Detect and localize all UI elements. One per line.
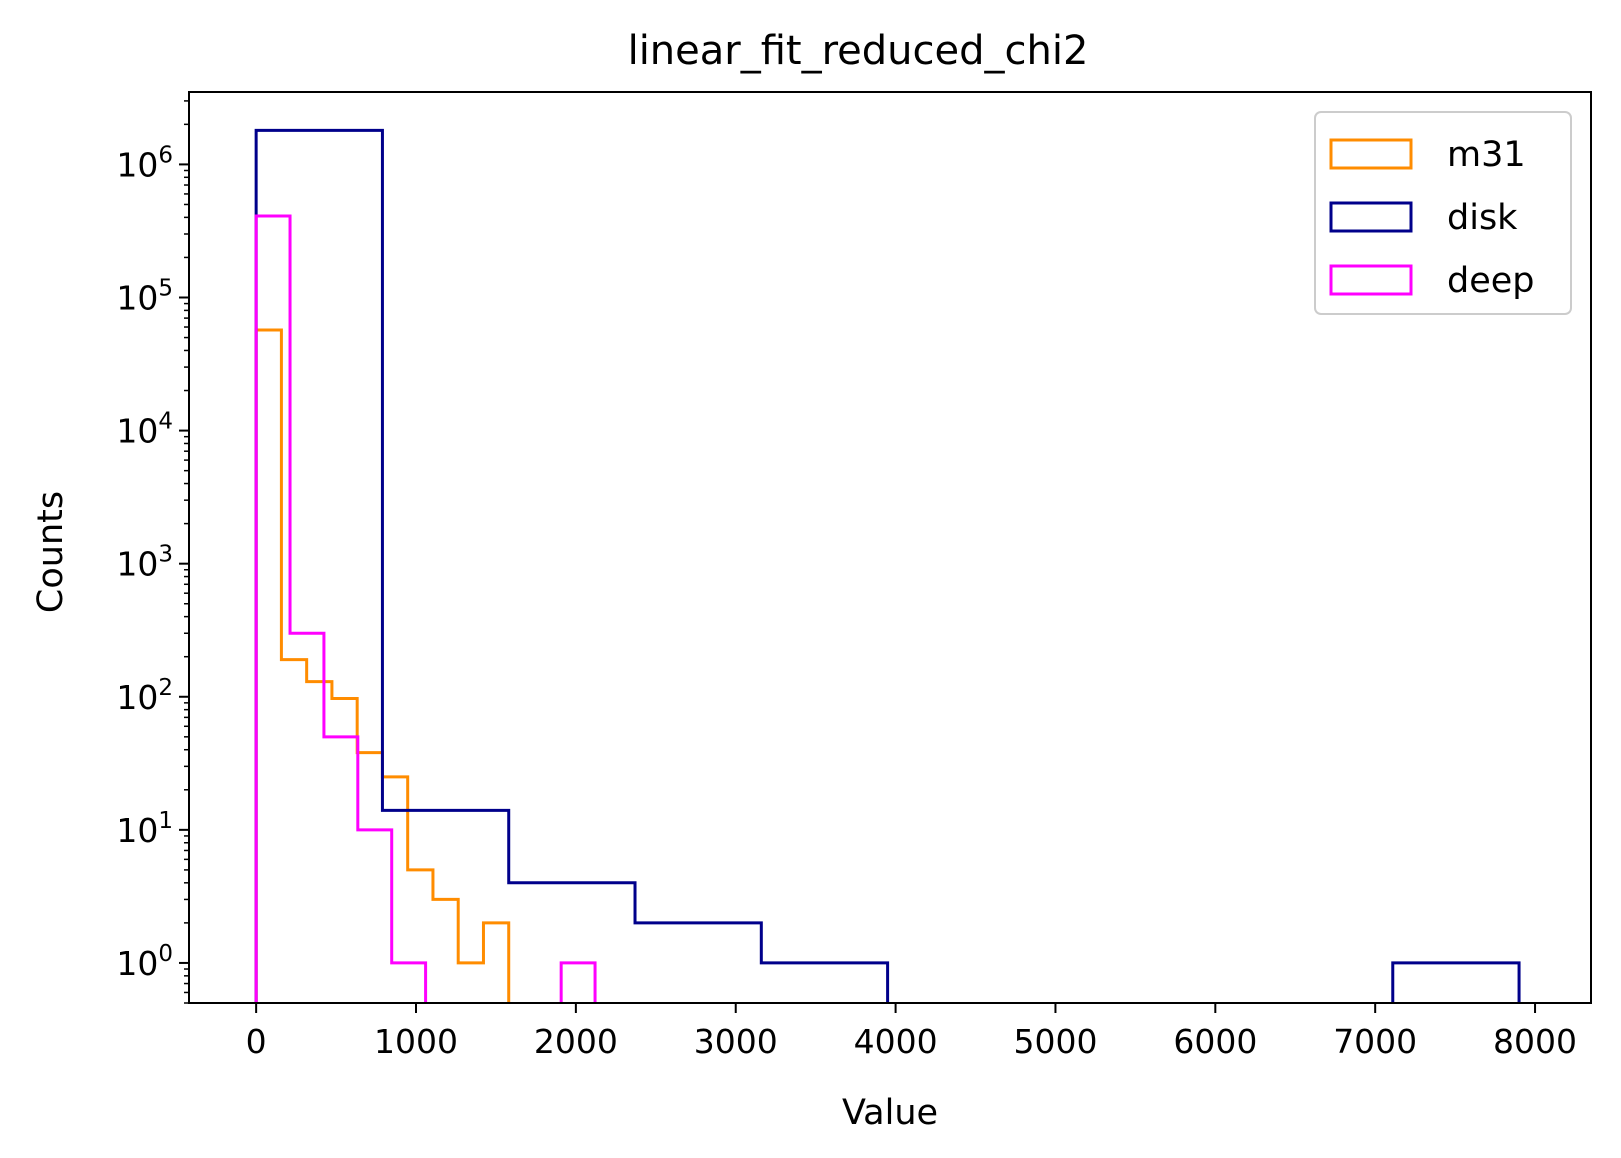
legend: m31 disk deep — [1314, 111, 1572, 315]
x-tick-label: 8000 — [1493, 1022, 1577, 1061]
x-tick-label: 6000 — [1173, 1022, 1257, 1061]
y-axis-label: Counts — [31, 491, 71, 613]
series-disk-step — [254, 128, 1521, 1003]
y-tick-label: 101 — [116, 808, 173, 850]
y-tick-label: 102 — [116, 675, 173, 717]
chart-title: linear_fit_reduced_chi2 — [628, 28, 1089, 74]
x-tick-label: 2000 — [534, 1022, 618, 1061]
x-tick-label: 1000 — [374, 1022, 458, 1061]
x-tick-label: 0 — [246, 1022, 267, 1061]
y-tick-label: 100 — [116, 941, 173, 983]
series-deep-step — [254, 214, 597, 1003]
y-tick-label: 103 — [116, 542, 173, 584]
x-axis: 0 1000 2000 3000 4000 5000 6000 7000 8000 — [246, 1003, 1577, 1061]
x-tick-label: 3000 — [694, 1022, 778, 1061]
x-tick-label: 7000 — [1333, 1022, 1417, 1061]
legend-label-deep: deep — [1447, 261, 1535, 301]
y-axis: 100 101 102 103 104 105 106 — [116, 100, 189, 1004]
legend-label-disk: disk — [1447, 198, 1518, 238]
legend-swatch-m31 — [1329, 138, 1413, 170]
histogram-series — [254, 128, 1521, 1003]
legend-swatch-deep — [1329, 264, 1413, 296]
legend-label-m31: m31 — [1447, 135, 1526, 175]
legend-box — [1314, 111, 1572, 315]
y-tick-label: 104 — [116, 409, 173, 451]
y-tick-label: 105 — [116, 275, 173, 317]
x-tick-label: 5000 — [1013, 1022, 1097, 1061]
x-tick-label: 4000 — [854, 1022, 938, 1061]
legend-swatch-disk — [1329, 201, 1413, 233]
y-tick-label: 106 — [116, 142, 173, 184]
x-axis-label: Value — [842, 1093, 938, 1133]
plot-area-frame — [188, 91, 1592, 1004]
